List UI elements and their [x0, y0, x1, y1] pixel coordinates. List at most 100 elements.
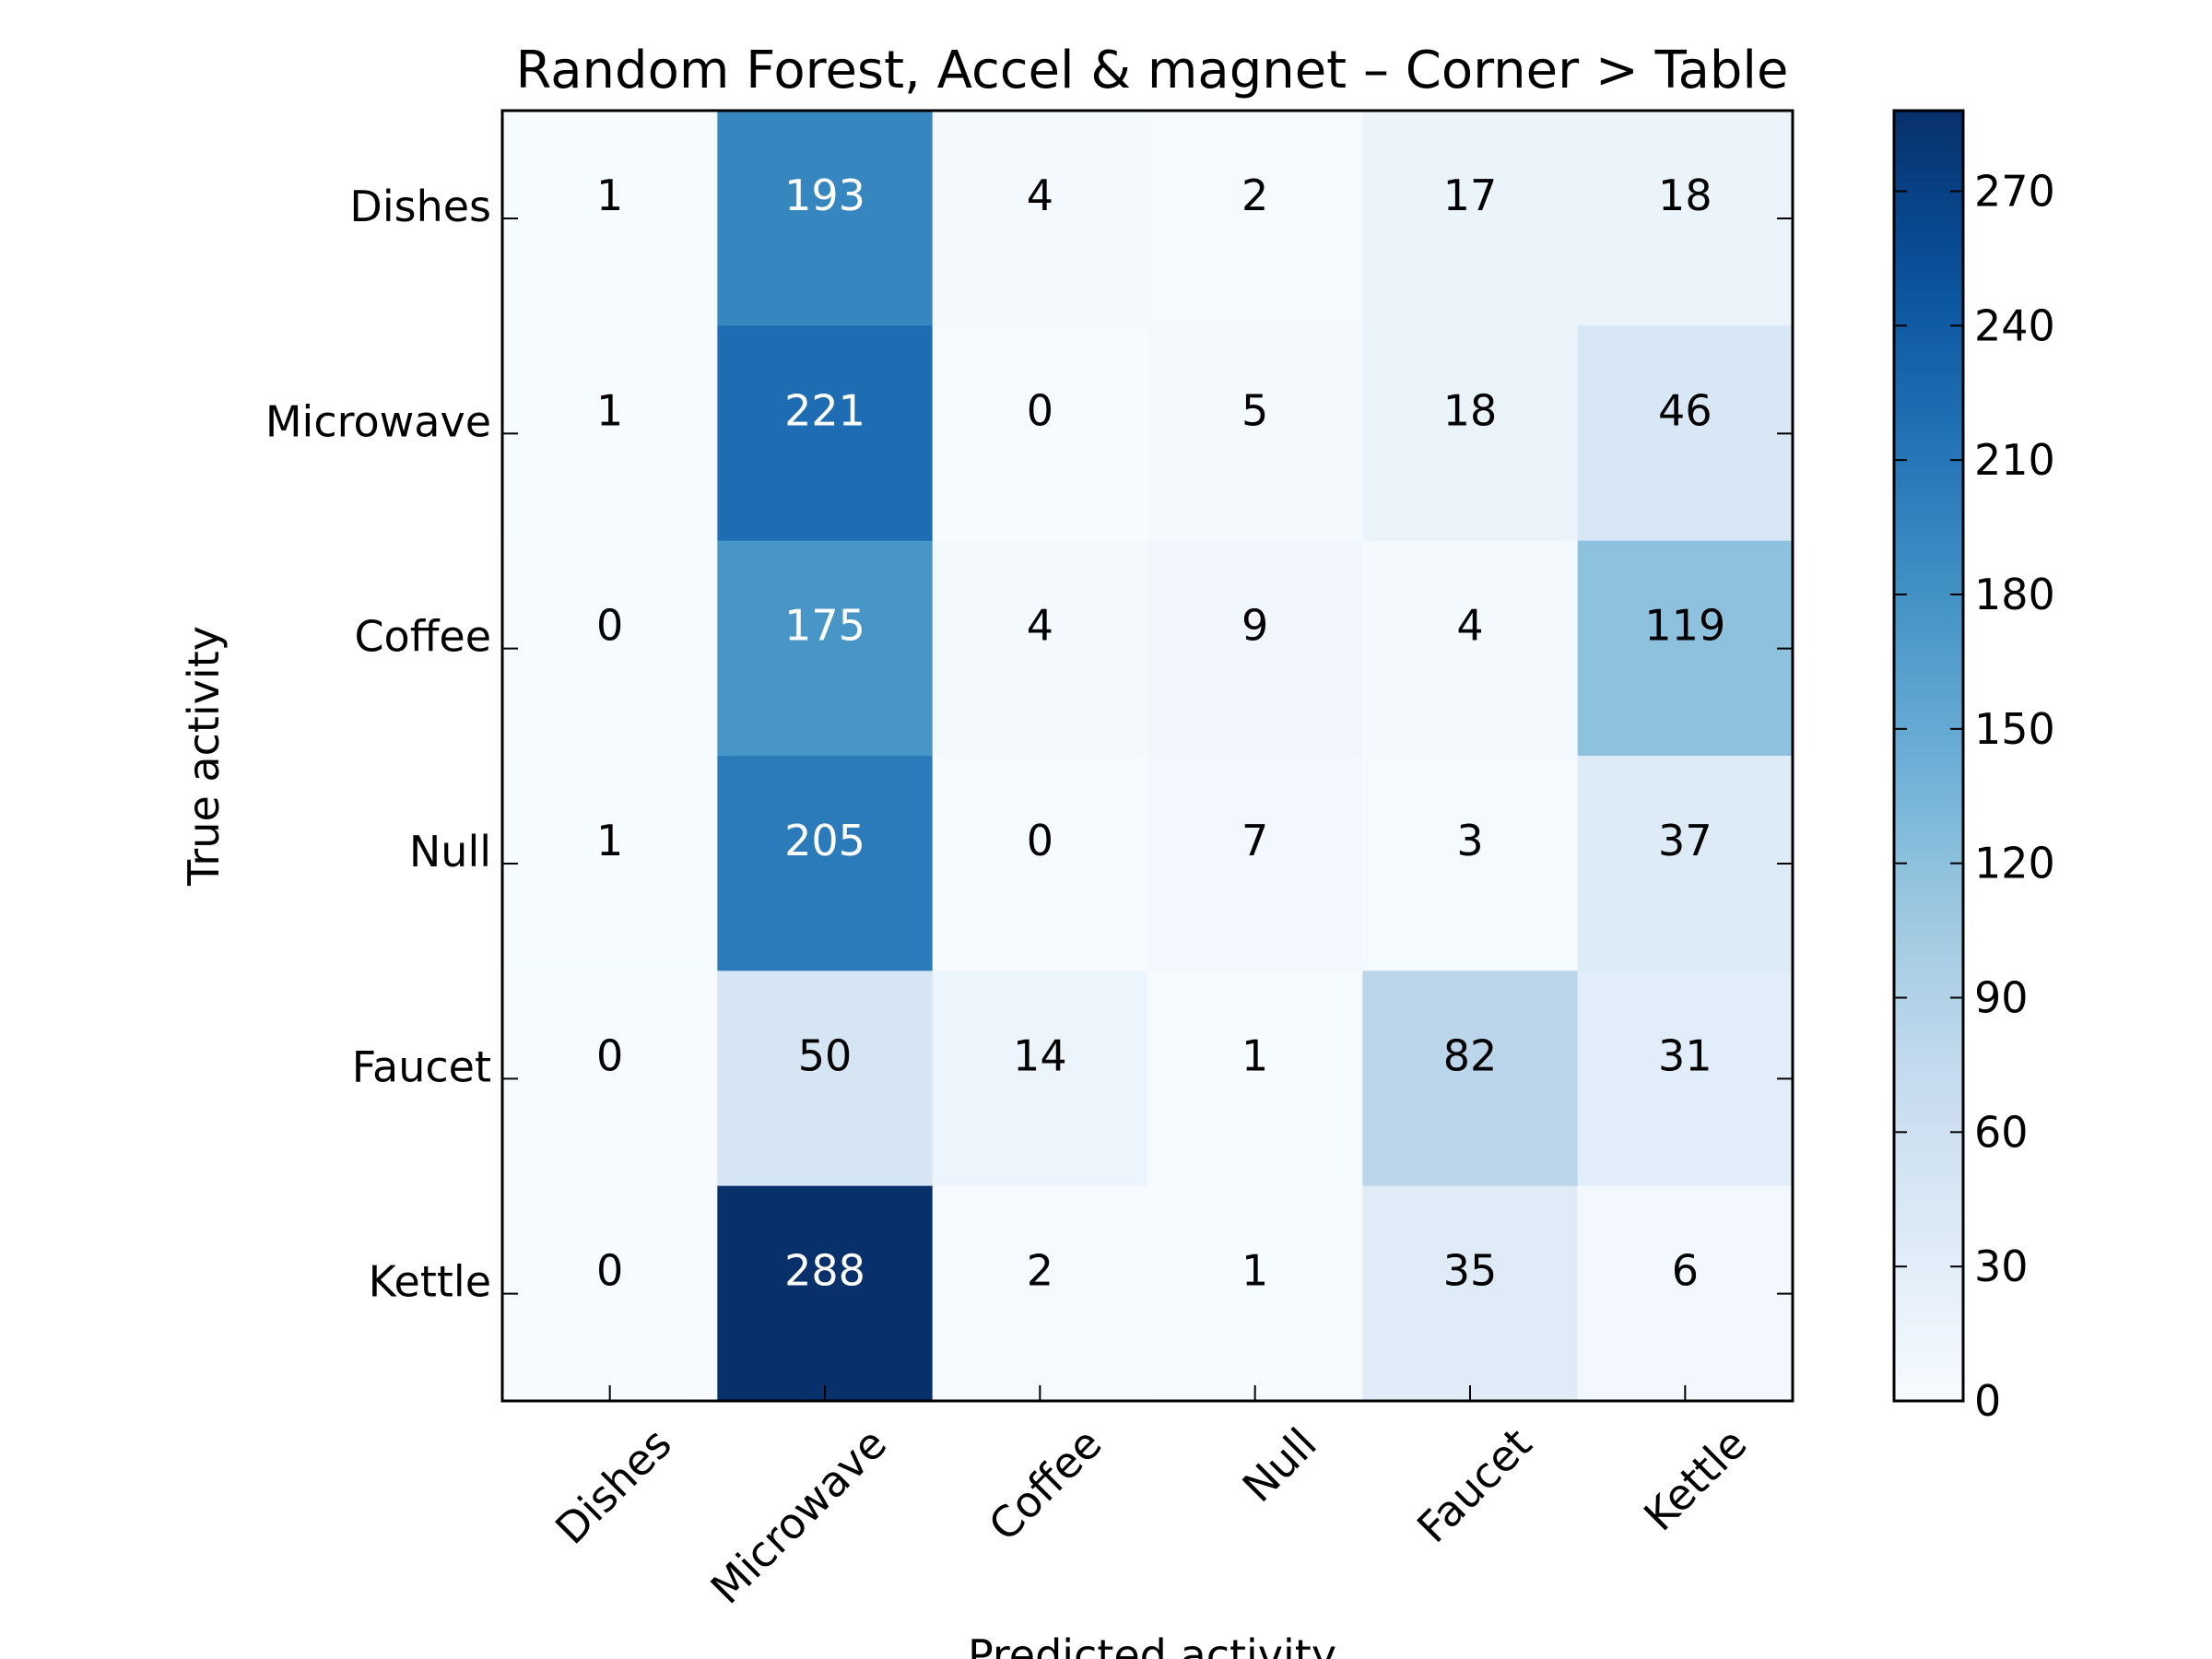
cell-value-label: 0	[596, 601, 623, 651]
cell-dishes-microwave	[717, 111, 934, 326]
cell-null-dishes	[502, 756, 718, 971]
cell-value-label: 0	[1027, 385, 1053, 435]
cell-value-label: 46	[1658, 385, 1712, 435]
heatmap-cells	[502, 111, 1794, 1402]
y-axis-ticks: Dishes Microwave Coffee Null Faucet Kettle	[265, 182, 1793, 1307]
cell-value-label: 1	[596, 385, 623, 435]
colorbar-tick-label: 0	[1974, 1376, 2001, 1426]
cell-null-kettle	[1577, 756, 1794, 971]
x-tick-label: Coffee	[979, 1418, 1111, 1550]
x-axis-ticks: Dishes Microwave Coffee Null Faucet Kettle	[546, 1385, 1757, 1614]
x-tick-label: Null	[1233, 1418, 1326, 1512]
cell-value-label: 1	[596, 171, 623, 220]
cell-value-label: 0	[1027, 816, 1053, 865]
cell-coffee-coffee	[932, 540, 1148, 757]
cell-value-label: 35	[1443, 1246, 1498, 1296]
cell-dishes-faucet	[1362, 111, 1579, 326]
cell-kettle-coffee	[932, 1185, 1148, 1402]
cell-kettle-dishes	[502, 1185, 718, 1402]
cell-value-label: 18	[1443, 385, 1498, 435]
cell-dishes-coffee	[932, 111, 1148, 326]
colorbar-tick-label: 150	[1974, 704, 2055, 754]
y-tick-label: Null	[409, 827, 491, 877]
colorbar-tick-label: 180	[1974, 570, 2055, 619]
cell-value-label: 193	[784, 171, 865, 220]
cell-value-label: 4	[1027, 171, 1053, 220]
cell-value-label: 1	[1241, 1030, 1268, 1080]
y-tick-label: Microwave	[265, 396, 491, 446]
cell-value-label: 50	[798, 1030, 853, 1080]
cell-coffee-null	[1147, 540, 1363, 757]
cell-dishes-kettle	[1577, 111, 1794, 326]
cell-microwave-coffee	[932, 325, 1148, 542]
cell-faucet-faucet	[1362, 971, 1579, 1187]
cell-coffee-kettle	[1577, 540, 1794, 757]
cell-kettle-null	[1147, 1185, 1363, 1402]
chart-title: Random Forest, Accel & magnet – Corner >…	[516, 41, 1789, 100]
cell-coffee-microwave	[717, 540, 934, 757]
cell-faucet-kettle	[1577, 971, 1794, 1187]
y-tick-label: Kettle	[369, 1257, 491, 1307]
cell-null-microwave	[717, 756, 934, 971]
colorbar-tick-label: 270	[1974, 167, 2055, 217]
cell-value-label: 288	[784, 1246, 865, 1296]
cell-microwave-null	[1147, 325, 1363, 542]
cell-value-label: 5	[1241, 385, 1268, 435]
x-tick-label: Kettle	[1634, 1418, 1756, 1540]
cell-value-label: 18	[1658, 171, 1712, 220]
cell-value-label: 205	[784, 816, 865, 865]
cell-microwave-kettle	[1577, 325, 1794, 542]
colorbar-frame	[1892, 109, 1965, 1403]
cell-value-label: 4	[1027, 601, 1053, 651]
x-tick-label: Dishes	[546, 1418, 681, 1554]
cell-value-label: 119	[1644, 601, 1725, 651]
x-tick-label: Microwave	[701, 1418, 897, 1614]
cell-value-label: 9	[1241, 601, 1268, 651]
cell-faucet-dishes	[502, 971, 718, 1187]
cell-faucet-microwave	[717, 971, 934, 1187]
cell-value-label: 175	[784, 601, 865, 651]
cell-faucet-coffee	[932, 971, 1148, 1187]
y-tick-label: Faucet	[352, 1041, 491, 1091]
y-axis-label: True activity	[179, 626, 229, 887]
cell-kettle-faucet	[1362, 1185, 1579, 1402]
y-tick-label: Coffee	[354, 612, 491, 662]
cell-value-label: 2	[1241, 171, 1268, 220]
cell-value-label: 1	[1241, 1246, 1268, 1296]
cell-microwave-dishes	[502, 325, 718, 542]
x-axis-label: Predicted activity	[968, 1630, 1336, 1659]
colorbar-tick-label: 30	[1974, 1241, 2029, 1291]
cell-dishes-null	[1147, 111, 1363, 326]
colorbar-tick-label: 90	[1974, 973, 2029, 1023]
cell-coffee-faucet	[1362, 540, 1579, 757]
cell-faucet-null	[1147, 971, 1363, 1187]
cell-null-coffee	[932, 756, 1148, 971]
x-tick-label: Faucet	[1407, 1418, 1541, 1552]
cell-null-null	[1147, 756, 1363, 971]
colorbar-tick-label: 120	[1974, 839, 2055, 888]
cell-value-label: 4	[1456, 601, 1483, 651]
cell-value-label: 82	[1443, 1030, 1498, 1080]
cell-value-label: 7	[1241, 816, 1268, 865]
y-tick-label: Dishes	[349, 182, 491, 231]
cell-value-label: 0	[596, 1030, 623, 1080]
cell-null-faucet	[1362, 756, 1579, 971]
colorbar-tick-label: 60	[1974, 1107, 2029, 1157]
cell-value-label: 0	[596, 1246, 623, 1296]
cell-value-label: 221	[784, 385, 865, 435]
cell-dishes-dishes	[502, 111, 718, 326]
cell-value-label: 6	[1672, 1246, 1699, 1296]
cell-kettle-kettle	[1577, 1185, 1794, 1402]
cell-value-label: 37	[1658, 816, 1712, 865]
cell-value-label: 1	[596, 816, 623, 865]
cell-value-label: 14	[1013, 1030, 1067, 1080]
cell-kettle-microwave	[717, 1185, 934, 1402]
cell-microwave-microwave	[717, 325, 934, 542]
cell-value-label: 31	[1658, 1030, 1712, 1080]
colorbar-tick-label: 240	[1974, 300, 2055, 350]
cell-value-label: 2	[1027, 1246, 1053, 1296]
cell-coffee-dishes	[502, 540, 718, 757]
cell-microwave-faucet	[1362, 325, 1579, 542]
